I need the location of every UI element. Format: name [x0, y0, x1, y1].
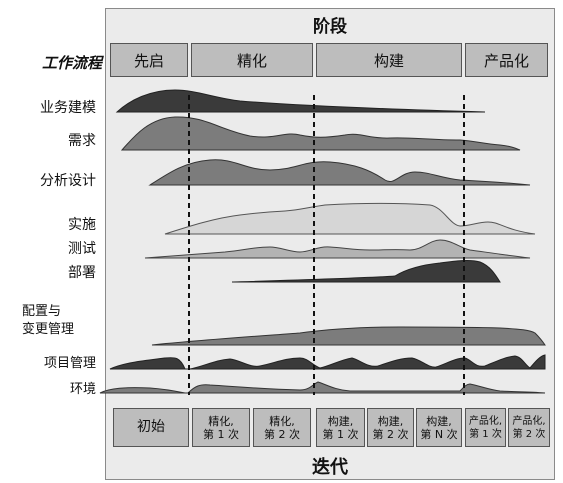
iteration-construction-2: 构建, 第 2 次: [367, 408, 414, 447]
iteration-transition-1: 产品化, 第 1 次: [465, 408, 506, 447]
workflow-header: 工作流程: [41, 54, 102, 72]
phase-transition: 产品化: [465, 43, 548, 77]
curve-implementation: [164, 203, 536, 235]
curve-business-modeling: [115, 89, 486, 113]
iteration-transition-2: 产品化, 第 2 次: [508, 408, 550, 447]
discipline-deployment: 部署: [68, 265, 96, 281]
discipline-test: 测试: [68, 241, 96, 257]
discipline-business-modeling: 业务建模: [40, 100, 96, 116]
iterations-title: 迭代: [312, 457, 348, 478]
curve-project-mgmt: [109, 354, 546, 370]
curve-analysis-design: [148, 159, 531, 186]
discipline-config-change-mgmt: 配置与 变更管理: [22, 304, 75, 337]
iteration-construction-1: 构建, 第 1 次: [316, 408, 365, 447]
curve-config: [151, 326, 546, 346]
diagram-frame: [105, 8, 555, 480]
iteration-initial: 初始: [113, 408, 189, 447]
discipline-requirements: 需求: [68, 133, 96, 149]
iteration-elaboration-2: 精化, 第 2 次: [253, 408, 311, 447]
discipline-implementation: 实施: [68, 217, 96, 233]
discipline-analysis-design: 分析设计: [40, 173, 96, 189]
phase-elaboration: 精化: [191, 43, 313, 77]
phase-construction: 构建: [316, 43, 462, 77]
iteration-construction-n: 构建, 第 N 次: [416, 408, 462, 447]
curve-test: [144, 239, 531, 259]
phases-title: 阶段: [313, 17, 347, 37]
discipline-project-mgmt: 项目管理: [43, 356, 96, 371]
discipline-environment: 环境: [69, 382, 96, 397]
curve-deployment: [231, 259, 501, 283]
curve-environment: [99, 381, 546, 394]
curve-requirements: [120, 116, 521, 151]
phase-inception: 先启: [110, 43, 188, 77]
iteration-elaboration-1: 精化, 第 1 次: [192, 408, 250, 447]
